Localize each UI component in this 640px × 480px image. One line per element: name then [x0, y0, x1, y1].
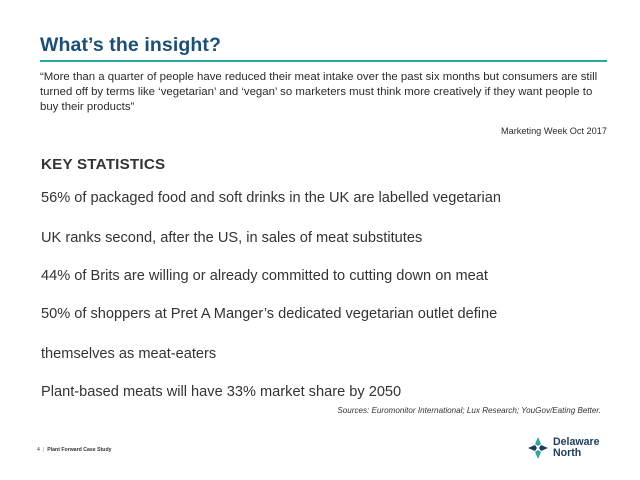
- document-name: Plant Forward Case Study: [47, 447, 112, 453]
- statistic-item: UK ranks second, after the US, in sales …: [41, 230, 423, 246]
- statistic-item: 44% of Brits are willing or already comm…: [41, 268, 488, 284]
- title-underline: [40, 60, 607, 62]
- sources-note: Sources: Euromonitor International; Lux …: [337, 406, 601, 415]
- logo-line-1: Delaware: [553, 436, 600, 448]
- statistic-item: themselves as meat-eaters: [41, 346, 217, 362]
- insight-quote: “More than a quarter of people have redu…: [40, 71, 598, 113]
- key-statistics-heading: KEY STATISTICS: [41, 156, 166, 173]
- statistic-item: 50% of shoppers at Pret A Manger’s dedic…: [41, 306, 498, 322]
- slide-footer: 4 | Plant Forward Case Study: [37, 447, 112, 453]
- slide-title: What’s the insight?: [40, 34, 221, 56]
- delaware-north-logo: Delaware North: [528, 437, 608, 459]
- logo-wordmark: Delaware North: [553, 437, 600, 459]
- delaware-north-star-logo-icon: [528, 437, 548, 459]
- page-number: 4: [37, 447, 40, 453]
- statistic-item: 56% of packaged food and soft drinks in …: [41, 190, 502, 206]
- logo-line-2: North: [553, 447, 582, 459]
- footer-separator: |: [42, 447, 45, 453]
- statistic-item: Plant-based meats will have 33% market s…: [41, 384, 402, 400]
- quote-attribution: Marketing Week Oct 2017: [500, 126, 607, 136]
